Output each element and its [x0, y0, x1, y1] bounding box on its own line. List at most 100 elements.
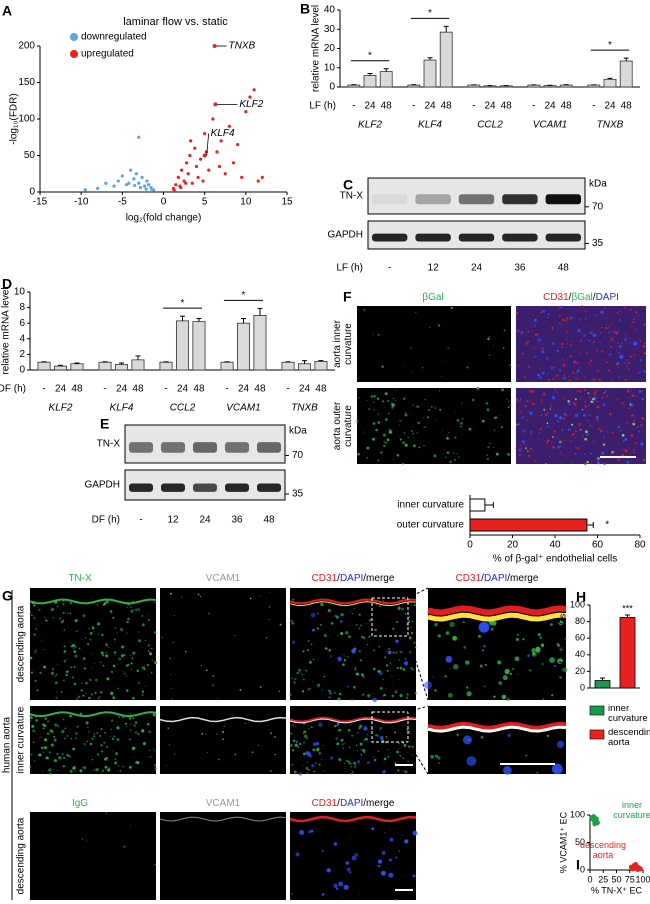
bar [37, 361, 51, 371]
significance: * [368, 50, 372, 61]
micrograph-signal [406, 696, 409, 699]
micrograph-signal [629, 308, 632, 311]
group-label: TNXB [291, 403, 318, 414]
micrograph-signal [336, 744, 338, 746]
micrograph-signal [616, 398, 620, 401]
blot-row-label: TN-X [340, 191, 364, 202]
micrograph-signal [389, 662, 392, 664]
panel-letter: C [343, 177, 353, 193]
micrograph-signal [391, 675, 393, 677]
micrograph-signal [39, 671, 42, 674]
micrograph-signal [85, 682, 88, 685]
micrograph-signal [571, 433, 575, 437]
micrograph-signal [50, 743, 54, 747]
micrograph [516, 388, 646, 464]
micrograph-signal [199, 595, 201, 597]
micrograph-signal [565, 320, 568, 322]
micrograph [516, 306, 646, 382]
micrograph-signal [536, 771, 539, 774]
micrograph-signal [392, 651, 395, 654]
y-tick-label: 10 [324, 62, 336, 73]
micrograph-signal [503, 765, 512, 775]
micrograph-signal [516, 424, 518, 426]
point [83, 188, 87, 192]
micrograph-signal [382, 770, 386, 774]
micrograph-signal [558, 305, 563, 309]
micrograph-signal [596, 460, 600, 465]
micrograph-signal [359, 724, 363, 728]
micrograph-signal [515, 637, 520, 642]
micrograph-signal [291, 677, 293, 679]
micrograph-signal [270, 732, 272, 734]
micrograph-signal [360, 748, 363, 751]
panel-letter: G [2, 588, 13, 604]
point [182, 179, 186, 183]
micrograph-signal [335, 737, 339, 741]
micrograph-signal [634, 310, 638, 314]
micrograph-signal [84, 637, 87, 639]
micrograph-signal [532, 402, 536, 406]
micrograph-signal [53, 738, 57, 742]
micrograph-signal [556, 419, 559, 422]
micrograph-signal [425, 425, 427, 427]
micrograph-signal [359, 894, 361, 895]
micrograph-signal [399, 694, 403, 698]
micrograph-signal [439, 408, 442, 411]
micrograph-signal [594, 390, 597, 394]
group-label: VCAM1 [226, 403, 260, 414]
micrograph-signal [319, 623, 322, 626]
blot-band [372, 194, 408, 205]
micrograph-signal [384, 757, 387, 760]
micrograph-signal [519, 444, 522, 447]
micrograph-signal [624, 437, 628, 442]
micrograph-signal [398, 659, 400, 661]
micrograph-signal [319, 752, 321, 754]
micrograph-signal [623, 338, 628, 342]
micrograph-signal [534, 333, 538, 337]
micrograph-signal [116, 726, 120, 730]
micrograph-signal [562, 358, 564, 361]
micrograph-signal [130, 606, 132, 609]
micrograph-signal [358, 727, 361, 730]
micrograph-signal [95, 768, 99, 772]
micrograph-signal [269, 591, 270, 593]
micrograph-signal [626, 421, 629, 424]
micrograph-signal [251, 751, 254, 754]
micrograph-signal [445, 359, 447, 361]
micrograph-signal [551, 395, 555, 400]
point [172, 188, 176, 192]
micrograph-signal [89, 632, 93, 635]
group-label: TNXB [597, 120, 624, 131]
micrograph-signal [605, 317, 607, 319]
micrograph-signal [360, 673, 365, 677]
point [213, 102, 218, 107]
micrograph-signal [297, 746, 300, 748]
micrograph-signal [551, 763, 563, 775]
micrograph-signal [617, 458, 620, 461]
micrograph-signal [205, 669, 208, 671]
micrograph-signal [385, 735, 388, 738]
micrograph-signal [490, 627, 494, 631]
legend-label-box: inner curvature [608, 704, 648, 724]
condition-label: 24 [238, 384, 250, 395]
micrograph-signal [373, 758, 377, 762]
micrograph-signal [627, 395, 629, 397]
y-tick-label: 20 [324, 43, 336, 54]
micrograph-signal [333, 883, 338, 889]
micrograph-signal [379, 729, 381, 731]
legend-label: downregulated [81, 32, 147, 43]
micrograph-signal [538, 437, 540, 439]
micrograph-signal [97, 622, 101, 626]
micrograph-signal [96, 732, 99, 734]
micrograph-signal [63, 629, 65, 631]
micrograph-signal [642, 459, 645, 461]
condition-label: 24 [116, 384, 128, 395]
series-label-box: descending aorta [580, 840, 626, 860]
micrograph-signal [460, 425, 462, 428]
micrograph-signal [66, 753, 69, 757]
lane-label: 36 [231, 515, 243, 526]
point [207, 168, 211, 172]
micrograph-signal [412, 874, 416, 878]
point [116, 179, 120, 183]
micrograph-signal [358, 613, 361, 616]
